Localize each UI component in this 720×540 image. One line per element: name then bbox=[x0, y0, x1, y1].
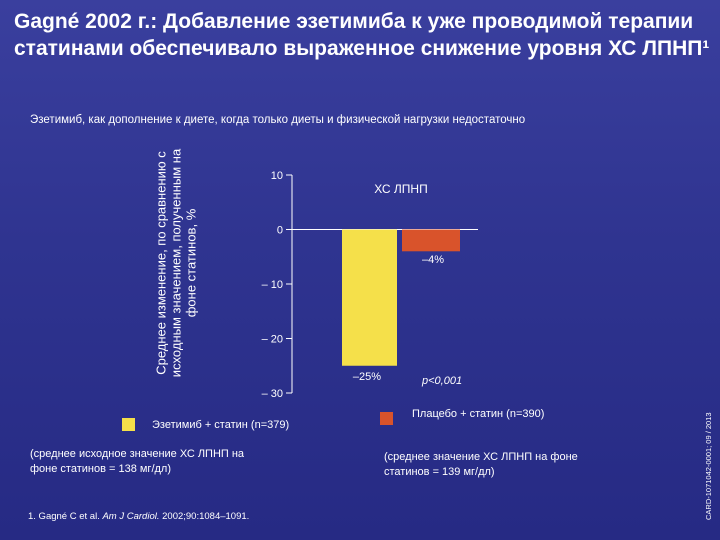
y-tick-label: 10 bbox=[271, 170, 283, 182]
document-code: CARD-1071042-0001; 09 / 2013 bbox=[704, 412, 713, 520]
y-tick-label: – 30 bbox=[262, 388, 283, 400]
y-ticks: 10 0 – 10 – 20 – 30 bbox=[262, 170, 292, 400]
reference-prefix: 1. Gagné C et al. bbox=[28, 511, 103, 522]
reference-journal: Am J Cardiol. bbox=[102, 511, 160, 522]
legend-label-ezetimibe: Эзетимиб + статин (n=379) bbox=[152, 419, 290, 431]
legend-swatch-placebo bbox=[380, 412, 393, 425]
bars: –25% –4% bbox=[342, 229, 460, 383]
chart-title: ХС ЛПНП bbox=[374, 182, 427, 196]
reference: 1. Gagné C et al. Am J Cardiol. 2002;90:… bbox=[28, 511, 249, 522]
y-tick-label: – 20 bbox=[262, 334, 283, 346]
y-tick-label: – 10 bbox=[262, 279, 283, 291]
y-tick-label: 0 bbox=[277, 225, 283, 237]
p-value-annotation: p<0,001 bbox=[421, 375, 462, 387]
bar-ezetimibe bbox=[342, 229, 397, 366]
bar-placebo-value-label: –4% bbox=[422, 254, 444, 266]
slide-subtitle: Эзетимиб, как дополнение к диете, когда … bbox=[30, 114, 526, 126]
legend-swatch-ezetimibe bbox=[122, 418, 135, 431]
slide-title: Gagné 2002 г.: Добавление эзетимиба к уж… bbox=[14, 10, 710, 60]
reference-suffix: 2002;90:1084–1091. bbox=[159, 511, 250, 522]
note-placebo-baseline: (среднее значение ХС ЛПНП на фоне статин… bbox=[384, 451, 578, 478]
legend-label-placebo: Плацебо + статин (n=390) bbox=[412, 408, 545, 420]
bar-placebo bbox=[402, 229, 460, 252]
note-ezetimibe-baseline: (среднее исходное значение ХС ЛПНП на фо… bbox=[30, 448, 245, 475]
bar-ezetimibe-value-label: –25% bbox=[353, 371, 381, 383]
